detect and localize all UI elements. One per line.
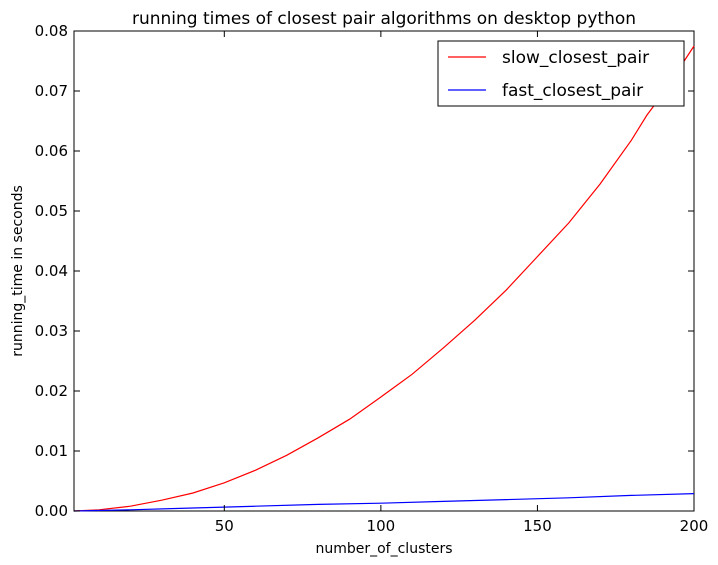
y-tick-label: 0.00 <box>35 502 68 520</box>
legend-label-slow: slow_closest_pair <box>502 48 649 68</box>
y-tick-label: 0.02 <box>35 382 68 400</box>
legend-box <box>437 40 685 107</box>
legend: slow_closest_pair fast_closest_pair <box>437 40 685 107</box>
y-tick-label: 0.07 <box>35 82 68 100</box>
ticks-layer: 50 100 150 200 0.00 0.01 0.02 0.03 0.04 0.05 0.06 0… <box>35 22 709 535</box>
series-line-fast-closest-pair <box>73 493 695 512</box>
x-tick-label: 150 <box>523 517 552 535</box>
y-tick-label: 0.04 <box>35 262 68 280</box>
series-line-slow-closest-pair <box>73 45 695 512</box>
x-axis-label: number_of_clusters <box>315 541 452 557</box>
y-axis-label: running_time in seconds <box>10 185 26 357</box>
y-tick-label: 0.03 <box>35 322 68 340</box>
x-tick-label: 200 <box>680 517 709 535</box>
series-layer <box>73 45 695 512</box>
y-tick-label: 0.01 <box>35 442 68 460</box>
chart-title: running times of closest pair algorithms… <box>132 9 636 29</box>
y-tick-label: 0.05 <box>35 202 68 220</box>
y-tick-label: 0.06 <box>35 142 68 160</box>
legend-label-fast: fast_closest_pair <box>502 81 643 101</box>
y-tick-label: 0.08 <box>35 22 68 40</box>
x-tick-label: 50 <box>215 517 234 535</box>
x-tick-label: 100 <box>367 517 396 535</box>
